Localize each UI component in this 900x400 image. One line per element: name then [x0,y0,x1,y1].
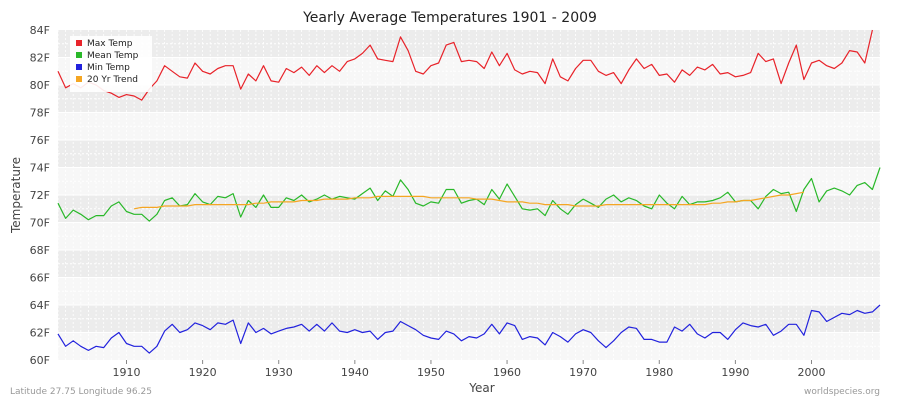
x-axis-label: Year [468,381,494,395]
y-tick-label: 66F [30,272,50,285]
series-lines [57,29,881,354]
legend-label: Max Temp [87,39,133,49]
x-tick-label: 1990 [721,366,749,379]
series-line-20-yr-trend [133,191,805,210]
x-tick-label: 1970 [569,366,597,379]
x-axis-ticks: 1910 1920 1930 1940 1950 1960 1970 1980 1990 2000 [113,360,826,379]
legend-swatch [76,76,82,82]
y-tick-label: 70F [30,217,50,230]
y-tick-label: 78F [30,107,50,120]
legend-swatch [76,52,82,58]
y-tick-label: 68F [30,244,50,257]
legend-swatch [76,64,82,70]
x-tick-label: 1950 [417,366,445,379]
legend: Max Temp Mean Temp Min Temp 20 Yr Trend [70,36,152,92]
footer-location: Latitude 27.75 Longitude 96.25 [10,387,152,397]
legend-label: Min Temp [87,63,130,73]
x-tick-label: 1910 [113,366,141,379]
y-tick-label: 84F [30,24,50,37]
y-tick-label: 60F [30,354,50,367]
x-tick-label: 1960 [493,366,521,379]
y-axis-ticks: 60F 62F 64F 66F 68F 70F 72F 74F 76F 78F 80F 82F 84F [30,24,50,367]
legend-swatch [76,40,82,46]
legend-label: Mean Temp [87,51,139,61]
x-tick-label: 1980 [645,366,673,379]
y-tick-label: 74F [30,162,50,175]
y-tick-label: 72F [30,189,50,202]
x-tick-label: 1940 [341,366,369,379]
x-tick-label: 2000 [798,366,826,379]
legend-label: 20 Yr Trend [87,75,138,85]
y-tick-label: 64F [30,299,50,312]
y-tick-label: 80F [30,79,50,92]
chart-title: Yearly Average Temperatures 1901 - 2009 [302,10,597,26]
legend-box [70,36,152,92]
y-tick-label: 82F [30,52,50,65]
x-tick-label: 1920 [189,366,217,379]
series-line-max-temp [57,29,873,101]
x-tick-label: 1930 [265,366,293,379]
y-tick-label: 62F [30,327,50,340]
y-tick-label: 76F [30,134,50,147]
grid-lines [57,30,881,360]
series-line-min-temp [57,304,881,354]
y-axis-label: Temperature [9,157,23,234]
footer-source: worldspecies.org [804,387,880,397]
